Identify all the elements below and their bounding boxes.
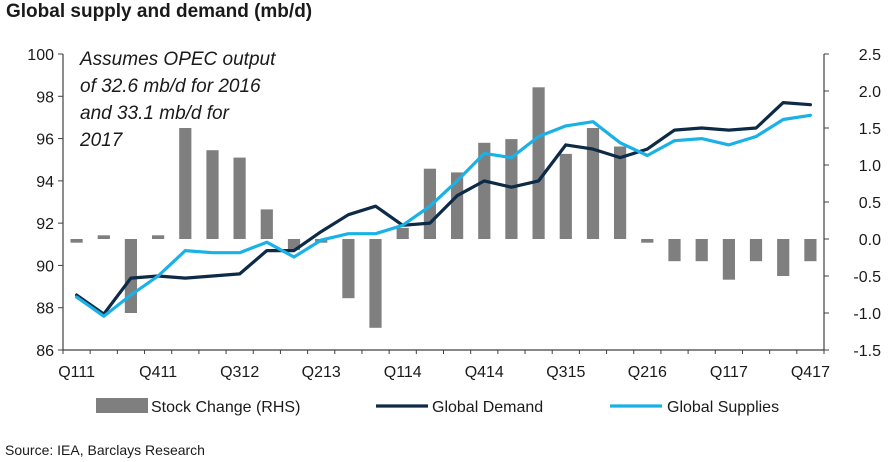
stock-change-bars [70, 87, 817, 328]
right-tick-label: -1.5 [853, 343, 881, 360]
left-tick-label: 88 [36, 301, 54, 318]
x-tick-label: Q216 [628, 364, 667, 381]
right-tick-label: 0.0 [859, 232, 881, 249]
right-tick-label: 1.5 [859, 121, 881, 138]
stock-change-bar [641, 239, 654, 243]
stock-change-bar [342, 239, 355, 299]
x-tick-label: Q111 [58, 364, 95, 381]
right-tick-label: -1.0 [853, 306, 881, 323]
stock-change-bar [124, 239, 137, 313]
stock-change-bar [722, 239, 735, 280]
left-tick-label: 96 [36, 132, 54, 149]
x-tick-label: Q213 [302, 364, 341, 381]
left-tick-label: 100 [27, 47, 54, 64]
right-tick-label: 0.5 [859, 195, 881, 212]
chart-legend: Stock Change (RHS) Global Demand Global Su… [96, 398, 779, 416]
stock-change-bar [478, 142, 491, 239]
chart-lines [74, 100, 813, 318]
right-tick-label: 2.5 [859, 47, 881, 64]
x-tick-label: Q117 [710, 364, 748, 381]
stock-change-bar [396, 227, 409, 239]
stock-change-bar [749, 239, 763, 262]
legend-supplies-label: Global Supplies [667, 399, 779, 416]
stock-change-bar [369, 239, 382, 328]
global-supplies-line [74, 113, 813, 318]
left-tick-label: 86 [36, 343, 54, 360]
legend-stock-label: Stock Change (RHS) [151, 399, 300, 416]
source-note: Source: IEA, Barclays Research [5, 442, 205, 458]
stock-change-bar [287, 239, 301, 251]
legend-stock-swatch [96, 398, 148, 413]
x-tick-label: Q312 [220, 364, 259, 381]
right-tick-label: 1.0 [859, 158, 881, 175]
chart-annotation: Assumes OPEC output of 32.6 mb/d for 201… [80, 49, 276, 151]
x-tick-label: Q411 [139, 364, 177, 381]
stock-change-bar [804, 239, 817, 262]
left-tick-label: 90 [36, 258, 54, 275]
left-tick-label: 92 [36, 216, 54, 233]
stock-change-bar [777, 239, 790, 276]
stock-change-bar [559, 153, 572, 239]
stock-change-bar [505, 139, 518, 239]
stock-change-bar [451, 172, 464, 239]
stock-change-bar [97, 235, 110, 239]
legend-demand-label: Global Demand [432, 399, 543, 416]
stock-change-bar [668, 239, 681, 262]
left-tick-label: 94 [36, 174, 54, 191]
stock-change-bar [532, 87, 545, 239]
global-demand-line [74, 100, 813, 316]
chart-axes: 86 88 90 92 94 96 98 100 2.5 2.0 1.5 1.0 0.5 0.0 -0.5 -… [27, 47, 881, 381]
stock-change-bar [206, 150, 219, 239]
left-tick-label: 98 [36, 89, 54, 106]
chart-title: Global supply and demand (mb/d) [6, 1, 313, 22]
x-tick-label: Q114 [384, 364, 422, 381]
stock-change-bar [70, 239, 83, 243]
x-tick-label: Q417 [791, 364, 830, 381]
stock-change-bar [233, 157, 246, 239]
stock-change-bar [586, 128, 600, 239]
stock-change-bar [179, 128, 192, 239]
stock-change-bar [260, 209, 273, 239]
x-tick-label: Q414 [465, 364, 504, 381]
x-tick-label: Q315 [546, 364, 585, 381]
right-tick-label: -0.5 [853, 269, 881, 286]
stock-change-bar [614, 146, 627, 239]
stock-change-bar [695, 239, 708, 262]
stock-change-bar [152, 235, 165, 239]
right-tick-label: 2.0 [859, 84, 881, 101]
